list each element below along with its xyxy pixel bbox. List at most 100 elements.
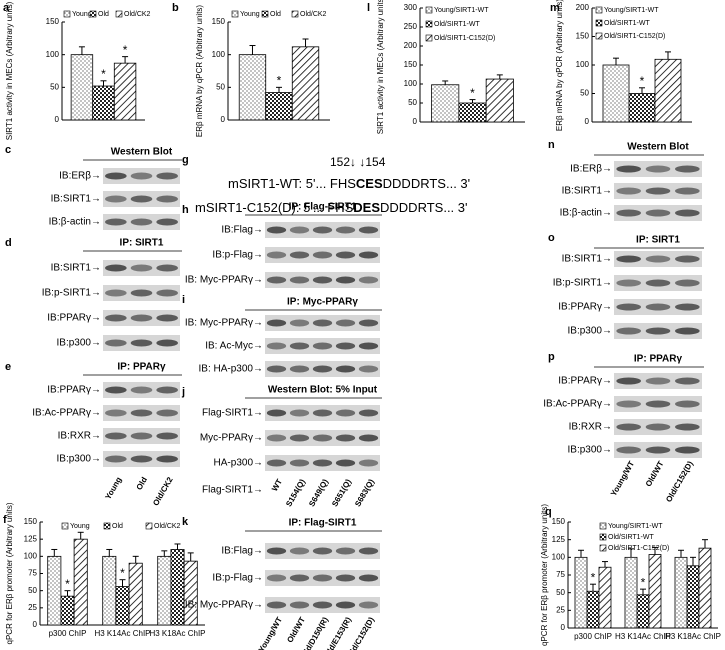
significance: * <box>640 74 645 88</box>
blot-band <box>156 172 178 180</box>
blot-band <box>616 446 641 454</box>
legend-label: Old/SIRT1-WT <box>608 534 654 541</box>
blot-band <box>266 409 287 417</box>
lane-label: S649(Q) <box>307 477 330 508</box>
blot-band <box>312 342 333 350</box>
blot-band <box>312 459 333 467</box>
y-tick-label: 100 <box>576 60 590 69</box>
blot-band <box>266 276 287 284</box>
blot-band <box>616 187 641 195</box>
blot-band <box>312 547 333 555</box>
blot-band <box>130 432 153 440</box>
blot-band <box>105 339 127 347</box>
panel-letter: b <box>172 2 179 14</box>
blot-title: IP: SIRT1 <box>120 238 164 249</box>
blot-band <box>156 264 178 272</box>
legend-swatch <box>599 522 607 530</box>
blot-band <box>645 400 671 408</box>
blot-row-label: Myc-PPARγ→ <box>200 433 263 444</box>
blot-row-label: IB:PPARγ→ <box>558 302 612 313</box>
blot-band <box>289 459 310 467</box>
bar <box>654 58 682 123</box>
blot-band <box>645 187 671 195</box>
bar <box>636 594 650 629</box>
blot-band <box>616 327 641 335</box>
legend-label: Old/CK2 <box>154 523 181 530</box>
blot-band <box>335 574 356 582</box>
bar <box>674 556 688 629</box>
y-tick-label: 0 <box>413 117 418 126</box>
bar <box>60 595 75 626</box>
lane-label: S154(Q) <box>284 477 307 508</box>
blot-band <box>645 303 671 311</box>
blot-band <box>105 409 127 417</box>
bar <box>485 78 514 123</box>
y-axis-label: ERβ mRNA by qPCR (Arbitrary units) <box>555 0 564 131</box>
blot-band <box>289 342 310 350</box>
blot-band <box>156 432 178 440</box>
y-tick-label: 0 <box>33 620 38 629</box>
legend-swatch <box>425 34 433 42</box>
legend-swatch <box>599 544 607 552</box>
panel-letter: p <box>548 351 555 363</box>
legend-swatch <box>599 533 607 541</box>
bar <box>431 84 460 123</box>
blot-band <box>105 386 127 394</box>
legend-label: Young <box>240 11 260 18</box>
y-tick-label: 25 <box>28 603 37 612</box>
sequence-bold: CES <box>356 176 383 191</box>
blot-band <box>289 319 310 327</box>
blot-row-label: IB: Myc-PPARγ→ <box>185 275 263 286</box>
blot-band <box>289 547 310 555</box>
blot-band <box>266 365 287 373</box>
panel-letter: f <box>3 514 7 526</box>
blot-row-label: IB:SIRT1→ <box>51 263 101 274</box>
blot-band <box>675 279 700 287</box>
blot-title: IP: Myc-PPARγ <box>287 297 358 308</box>
legend-swatch <box>115 10 123 18</box>
blot-band <box>312 365 333 373</box>
y-tick-label: 0 <box>55 115 60 124</box>
y-tick-label: 50 <box>50 82 59 91</box>
blot-band <box>335 342 356 350</box>
y-tick-label: 100 <box>46 50 60 59</box>
bar <box>73 538 88 626</box>
blot-band <box>156 314 178 322</box>
legend-label: Old/SIRT1-C152(D) <box>604 33 665 40</box>
blot-band <box>130 339 153 347</box>
blot-band <box>266 574 287 582</box>
significance: * <box>120 566 125 580</box>
blot-band <box>130 314 153 322</box>
blot-band <box>130 409 153 417</box>
blot-band <box>358 226 379 234</box>
blot-band <box>312 434 333 442</box>
blot-row-label: IB:p-SIRT1→ <box>42 288 101 299</box>
bar <box>574 556 588 629</box>
bar <box>648 554 662 629</box>
blot-band <box>105 289 127 297</box>
lane-label: S683(Q) <box>353 477 376 508</box>
panel-letter: j <box>181 386 185 398</box>
blot-band <box>675 255 700 263</box>
y-tick-label: 100 <box>212 50 226 59</box>
blot-row-label: IB:p300→ <box>57 338 101 349</box>
blot-band <box>289 409 310 417</box>
bar <box>47 555 62 626</box>
blot-row-label: IB:SIRT1→ <box>562 254 612 265</box>
panel-letter: a <box>3 2 10 14</box>
blot-band <box>645 446 671 454</box>
blot-band <box>312 226 333 234</box>
blot-band <box>105 455 127 463</box>
legend-swatch <box>595 32 603 40</box>
blot-band <box>312 251 333 259</box>
bar <box>586 590 600 629</box>
blot-band <box>675 303 700 311</box>
blot-band <box>266 547 287 555</box>
blot-row-label: IB:RXR→ <box>58 431 101 442</box>
y-tick-label: 150 <box>404 60 418 69</box>
legend-label: Young/SIRT1-WT <box>604 7 659 14</box>
y-axis-label: SIRT1 activity in MECs (Arbitrary units) <box>376 0 385 134</box>
blot-row-label: IB: Myc-PPARγ→ <box>185 600 263 611</box>
x-tick-label: H3 K14Ac ChIP <box>94 629 150 638</box>
blot-row-label: IB: Ac-Myc→ <box>205 341 263 352</box>
